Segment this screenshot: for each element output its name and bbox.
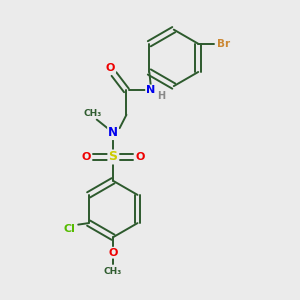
Text: Br: Br (217, 39, 230, 49)
Text: CH₃: CH₃ (83, 109, 101, 118)
Text: O: O (106, 63, 115, 73)
Text: O: O (135, 152, 145, 162)
Text: N: N (146, 85, 155, 95)
Text: H: H (157, 91, 165, 101)
Text: O: O (82, 152, 91, 162)
Text: N: N (108, 126, 118, 139)
Text: S: S (109, 151, 118, 164)
Text: O: O (108, 248, 118, 258)
Text: Cl: Cl (63, 224, 75, 234)
Text: CH₃: CH₃ (104, 267, 122, 276)
